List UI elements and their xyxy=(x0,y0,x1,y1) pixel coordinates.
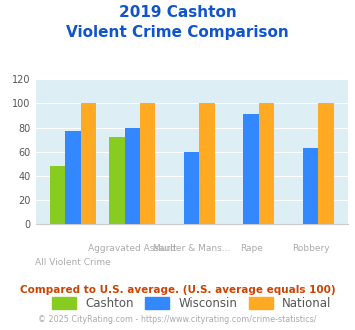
Bar xyxy=(259,103,274,224)
Text: Violent Crime Comparison: Violent Crime Comparison xyxy=(66,25,289,40)
Bar xyxy=(140,103,155,224)
Bar xyxy=(65,131,81,224)
Text: © 2025 CityRating.com - https://www.cityrating.com/crime-statistics/: © 2025 CityRating.com - https://www.city… xyxy=(38,315,317,324)
Text: Rape: Rape xyxy=(240,244,263,253)
Bar xyxy=(200,103,215,224)
Bar xyxy=(81,103,96,224)
Text: 2019 Cashton: 2019 Cashton xyxy=(119,5,236,20)
Bar xyxy=(109,137,125,224)
Bar xyxy=(125,128,140,224)
Text: Murder & Mans...: Murder & Mans... xyxy=(153,244,230,253)
Legend: Cashton, Wisconsin, National: Cashton, Wisconsin, National xyxy=(52,297,332,310)
Bar xyxy=(244,114,259,224)
Bar xyxy=(50,166,65,224)
Bar xyxy=(303,148,318,224)
Text: Robbery: Robbery xyxy=(292,244,329,253)
Bar xyxy=(318,103,334,224)
Text: Aggravated Assault: Aggravated Assault xyxy=(88,244,176,253)
Bar xyxy=(184,152,200,224)
Text: Compared to U.S. average. (U.S. average equals 100): Compared to U.S. average. (U.S. average … xyxy=(20,285,335,295)
Text: All Violent Crime: All Violent Crime xyxy=(35,258,111,267)
